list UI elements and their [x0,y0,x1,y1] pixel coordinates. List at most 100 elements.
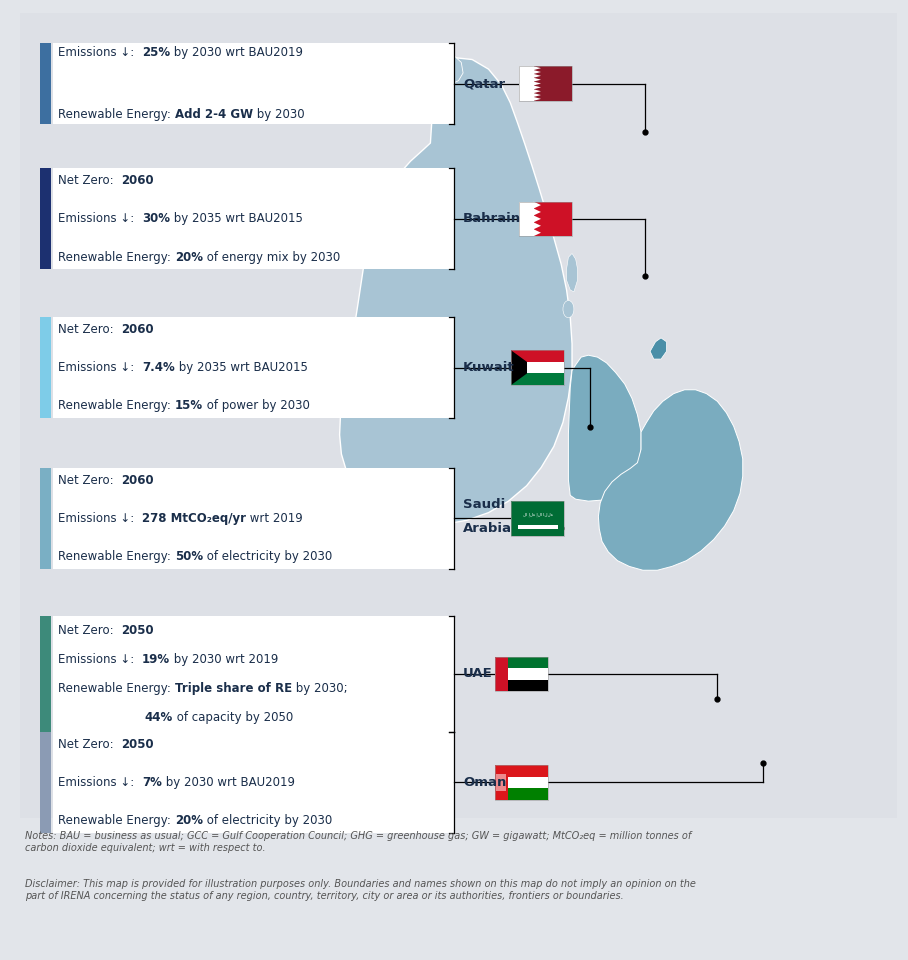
Bar [508,668,548,680]
Bar [495,765,548,800]
Text: by 2030 wrt 2019: by 2030 wrt 2019 [170,653,279,666]
Text: 44%: 44% [144,711,173,724]
Text: Arabia: Arabia [463,521,512,535]
Bar [53,616,454,732]
Text: 2050: 2050 [122,624,153,636]
Text: Oman: Oman [463,776,507,789]
Text: Renewable Energy:: Renewable Energy: [58,814,174,828]
Text: Kuwait: Kuwait [463,361,515,374]
Bar [511,501,564,536]
Bar [519,66,572,101]
Text: Notes: BAU = business as usual; GCC = Gulf Cooperation Council; GHG = greenhouse: Notes: BAU = business as usual; GCC = Gu… [25,831,692,852]
Text: Emissions ↓:: Emissions ↓: [58,361,142,374]
Text: by 2030 wrt BAU2019: by 2030 wrt BAU2019 [162,776,295,789]
Text: by 2035 wrt BAU2015: by 2035 wrt BAU2015 [170,212,302,226]
Text: Renewable Energy:: Renewable Energy: [58,550,174,564]
Text: 278 MtCO₂eq/yr: 278 MtCO₂eq/yr [142,512,246,525]
Text: 19%: 19% [142,653,170,666]
Polygon shape [534,85,541,89]
Bar [40,732,51,832]
Bar [40,468,51,568]
Polygon shape [534,78,541,82]
Text: Renewable Energy:: Renewable Energy: [58,108,174,121]
Bar [53,43,454,124]
Polygon shape [567,253,577,292]
Polygon shape [534,89,541,93]
Text: wrt 2019: wrt 2019 [246,512,302,525]
Text: by 2030: by 2030 [252,108,304,121]
Text: 20%: 20% [174,814,202,828]
Polygon shape [340,58,572,524]
Text: Qatar: Qatar [463,77,505,90]
Text: 2050: 2050 [122,737,153,751]
Polygon shape [534,82,541,85]
Text: Net Zero:: Net Zero: [58,624,122,636]
Text: لا إله إلا الله: لا إله إلا الله [523,513,552,517]
Text: Emissions ↓:: Emissions ↓: [58,212,142,226]
Bar [53,169,454,269]
Polygon shape [534,93,541,97]
Bar [53,318,454,419]
Text: Add 2-4 GW: Add 2-4 GW [174,108,252,121]
Text: 7.4%: 7.4% [142,361,174,374]
Text: Emissions ↓:: Emissions ↓: [58,776,142,789]
Bar [511,501,564,536]
Bar [495,657,508,691]
Ellipse shape [563,300,574,318]
Bar [508,657,548,668]
Bar [508,777,548,788]
Bar [511,362,564,373]
Bar [53,732,454,832]
Bar [519,66,534,101]
Polygon shape [431,54,463,84]
Text: by 2030 wrt BAU2019: by 2030 wrt BAU2019 [170,46,303,59]
Text: UAE: UAE [463,667,493,681]
Bar [534,66,572,101]
Text: 2060: 2060 [122,174,153,187]
Text: 30%: 30% [142,212,170,226]
Bar [519,202,572,236]
Polygon shape [534,229,541,236]
Text: Disclaimer: This map is provided for illustration purposes only. Boundaries and : Disclaimer: This map is provided for ill… [25,879,696,900]
Text: 15%: 15% [174,399,202,413]
Text: Renewable Energy:: Renewable Energy: [58,399,174,413]
Text: Saudi: Saudi [463,498,506,512]
Text: Renewable Energy:: Renewable Energy: [58,251,174,264]
Text: 20%: 20% [174,251,202,264]
Polygon shape [534,223,541,229]
Bar [511,350,564,362]
Text: by 2035 wrt BAU2015: by 2035 wrt BAU2015 [174,361,308,374]
Bar [495,765,508,800]
Bar [20,13,897,818]
Bar [53,468,454,568]
Bar [40,318,51,419]
Polygon shape [534,202,541,208]
Text: Net Zero:: Net Zero: [58,323,122,336]
Bar [40,169,51,269]
Polygon shape [534,70,541,74]
Text: Emissions ↓:: Emissions ↓: [58,46,142,59]
Text: Net Zero:: Net Zero: [58,473,122,487]
Bar [508,788,548,800]
Text: 2060: 2060 [122,323,153,336]
Polygon shape [534,66,541,70]
Polygon shape [650,338,666,359]
Text: 7%: 7% [142,776,162,789]
Bar [508,765,548,777]
Text: of capacity by 2050: of capacity by 2050 [173,711,293,724]
Text: of energy mix by 2030: of energy mix by 2030 [202,251,340,264]
Bar [40,43,51,124]
Polygon shape [568,355,641,501]
Polygon shape [534,74,541,78]
Text: 50%: 50% [174,550,202,564]
Bar [511,350,564,385]
Text: Net Zero:: Net Zero: [58,174,122,187]
Text: 25%: 25% [142,46,170,59]
Polygon shape [511,350,527,385]
Text: of electricity by 2030: of electricity by 2030 [202,550,332,564]
Polygon shape [534,215,541,223]
Bar [534,202,572,236]
Text: 2060: 2060 [122,473,153,487]
Bar [511,373,564,385]
Text: Renewable Energy:: Renewable Energy: [58,682,174,695]
